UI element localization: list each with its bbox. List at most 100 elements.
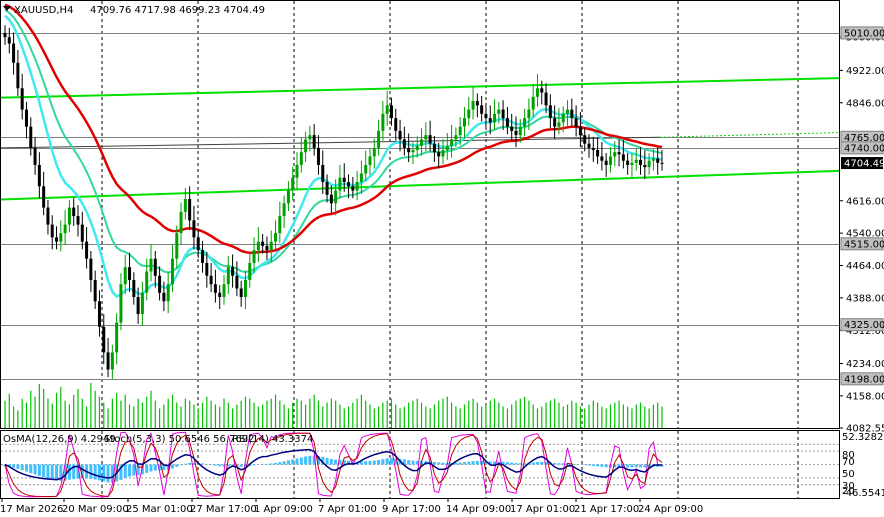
candle [497, 101, 501, 124]
candle [660, 150, 664, 171]
candle [475, 93, 479, 118]
candle [325, 174, 329, 203]
stoch-main-line [4, 431, 663, 498]
candle [643, 150, 647, 180]
candle [342, 163, 346, 192]
candle [102, 314, 106, 365]
candle [480, 95, 484, 122]
candle [265, 236, 269, 260]
candle [493, 99, 497, 131]
candle [407, 133, 411, 162]
candle [269, 230, 273, 263]
indicator-axis-label: -46.5541 [842, 488, 884, 499]
candle [50, 215, 54, 250]
candle [205, 251, 209, 288]
candle [162, 281, 166, 312]
horizontal-levels [1, 33, 839, 380]
candle [484, 102, 488, 128]
ma-teal-line [4, 9, 663, 274]
candle [527, 98, 531, 131]
candle [188, 186, 192, 231]
candle [437, 142, 441, 169]
osma-label: OsMA(12,26,9) 4.2949 [3, 434, 116, 445]
candle [578, 112, 582, 148]
level-price-box [840, 237, 884, 251]
candle [282, 195, 286, 229]
candle [613, 141, 617, 167]
candle [218, 285, 222, 309]
candle [33, 136, 37, 175]
candle [179, 202, 183, 246]
time-tick-label: 17 Apr 01:00 [510, 504, 575, 515]
candle [531, 84, 535, 118]
candle [24, 101, 28, 139]
candle [119, 273, 123, 331]
candle [12, 32, 16, 75]
candle [467, 96, 471, 126]
candle [377, 119, 381, 156]
candle [445, 133, 449, 160]
trend-line [0, 136, 661, 149]
trend-channel [0, 77, 840, 201]
candle [626, 153, 630, 175]
price-tick-label: 4388.00 [846, 293, 884, 304]
time-tick-label: 25 Mar 01:00 [126, 504, 193, 515]
indicator-axis-label: 50 [842, 469, 855, 480]
candle [136, 287, 140, 324]
candle [85, 227, 89, 269]
channel-lower-line [0, 169, 840, 201]
time-tick-label: 20 Mar 09:00 [62, 504, 129, 515]
candle [454, 127, 458, 148]
candle [252, 237, 256, 273]
candle [557, 107, 561, 135]
time-tick-label: 1 Apr 09:00 [254, 504, 313, 515]
candle [334, 179, 338, 216]
volume-bars [4, 383, 663, 428]
candle [20, 73, 24, 120]
price-tick-label: 4922.00 [846, 66, 884, 77]
price-tick-label: 4312.00 [846, 326, 884, 337]
candle [209, 262, 213, 292]
candle [501, 100, 505, 131]
time-tick-label: 21 Apr 17:00 [574, 504, 639, 515]
level-price-label: 4198.00 [844, 374, 884, 385]
candle [37, 152, 41, 199]
candle [274, 220, 278, 250]
candle [566, 100, 570, 126]
level-price-box [840, 141, 884, 155]
candle [398, 119, 402, 152]
level-price-label: 4325.00 [844, 320, 884, 331]
candle [243, 270, 247, 309]
candle [441, 138, 445, 165]
level-price-label: 4765.00 [844, 133, 884, 144]
candle [278, 201, 282, 243]
stoch-label: Stoch(5,3,3) 50.6546 56.7692 [104, 434, 255, 445]
candle [291, 166, 295, 201]
level-price-label: 4515.00 [844, 239, 884, 250]
level-price-box [840, 372, 884, 386]
candle [106, 337, 110, 378]
candle [458, 117, 462, 145]
candle [128, 252, 132, 292]
candle [261, 233, 265, 254]
candle [76, 205, 80, 237]
ma-red-line [4, 3, 663, 254]
current-price-box [841, 157, 883, 170]
candle [553, 105, 557, 139]
candle [488, 105, 492, 135]
candle [132, 272, 136, 305]
time-tick-label: 24 Apr 09:00 [638, 504, 703, 515]
candle [415, 136, 419, 158]
candle [505, 107, 509, 135]
candle [561, 106, 565, 133]
rsi-label: RSI(14) 43.3374 [232, 434, 313, 445]
candle [359, 160, 363, 194]
candle [394, 108, 398, 141]
candle [67, 199, 71, 233]
candle [402, 126, 406, 156]
price-tick-label: 4616.00 [846, 196, 884, 207]
dropdown-triangle-icon[interactable] [3, 6, 11, 11]
